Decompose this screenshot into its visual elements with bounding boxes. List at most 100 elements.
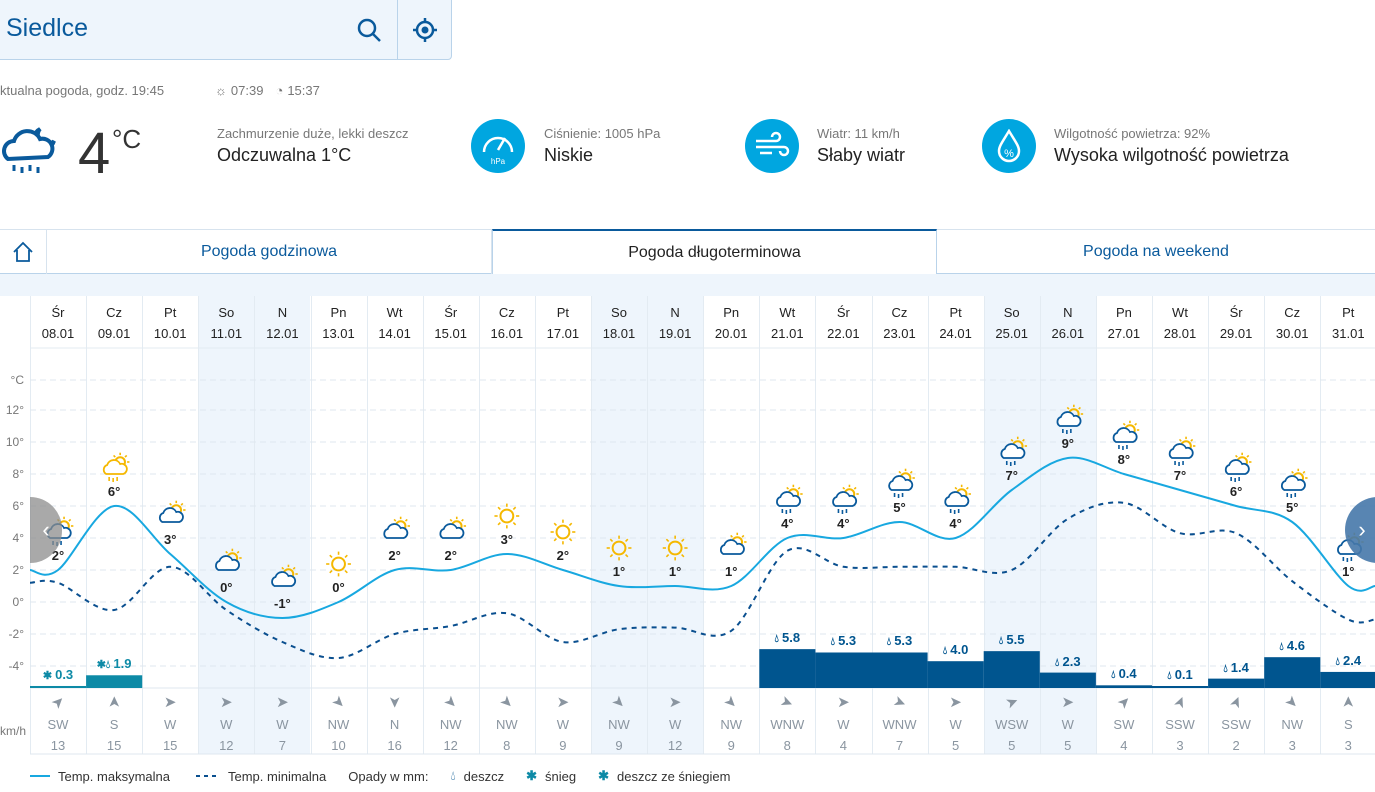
day-date: 29.01: [1219, 326, 1253, 341]
wind-arrow-icon: ➤: [220, 694, 233, 711]
rain-sun-icon: [1000, 436, 1028, 466]
day-column: [927, 296, 984, 754]
humidity-value: Wysoka wilgotność powietrza: [1054, 145, 1289, 165]
precip-bar: [815, 652, 872, 688]
search-box[interactable]: [0, 0, 452, 60]
day-name: Cz: [891, 305, 908, 320]
wind-arrow-icon: ➤: [837, 694, 850, 711]
precip-label: 💧︎ 5.8: [759, 630, 815, 646]
sun-snow-icon: [102, 452, 130, 482]
day-date: 26.01: [1051, 326, 1085, 341]
max-temp-label: 3°: [500, 532, 514, 547]
crosshair-icon: [413, 18, 437, 42]
locate-button[interactable]: [397, 0, 452, 60]
day-column: [871, 296, 928, 754]
precip-value: 1.4: [1230, 659, 1249, 675]
wind-direction: NW: [608, 717, 630, 732]
y-tick: 4°: [12, 531, 24, 545]
tab-weekend[interactable]: Pogoda na weekend: [1083, 243, 1229, 260]
max-temp-label: 2°: [51, 548, 65, 563]
day-date: 25.01: [995, 326, 1028, 341]
wind-direction: W: [556, 717, 570, 732]
cloud-sun-icon: [158, 500, 186, 523]
precip-bar: [30, 685, 87, 688]
current-time-label: ktualna pogoda, godz. 19:45: [0, 83, 165, 98]
day-date: 13.01: [322, 326, 355, 341]
tab-strip: [0, 274, 1375, 296]
day-date: 20.01: [714, 326, 748, 341]
max-temp-label: 9°: [1061, 436, 1075, 451]
home-tab[interactable]: [0, 230, 47, 274]
y-tick: 12°: [5, 403, 24, 417]
rain-icon: 💧︎: [1111, 669, 1119, 682]
precip-value: 2.3: [1062, 653, 1081, 669]
rain-icon: 💧︎: [774, 633, 782, 646]
rain-icon: 💧︎: [942, 645, 951, 658]
wind-direction: W: [668, 717, 682, 732]
wind-speed: 9: [615, 738, 623, 753]
search-button[interactable]: [340, 0, 397, 60]
day-date: 21.01: [771, 326, 804, 341]
precip-label: 💧︎ 4.0: [928, 642, 984, 658]
sun-icon: [326, 551, 351, 577]
day-column: [198, 296, 255, 754]
snowflake-icon: ✱: [526, 768, 538, 783]
wind-unit: km/h: [0, 724, 27, 738]
precip-value: 0.3: [55, 666, 74, 682]
day-column: [478, 296, 535, 754]
y-tick: -2°: [8, 627, 24, 641]
max-temp-label: 1°: [1342, 564, 1355, 579]
day-column: [1320, 296, 1375, 754]
sun-icon: [494, 503, 520, 529]
day-column: [254, 296, 311, 754]
max-temp-label: 4°: [837, 516, 850, 531]
wind-direction: NW: [327, 717, 350, 732]
tab-longterm[interactable]: Pogoda długoterminowa: [492, 229, 937, 274]
precip-label: 💧︎ 0.4: [1096, 666, 1152, 682]
precip-bar: [1152, 686, 1209, 688]
wind-direction: W: [1061, 717, 1074, 732]
tab-hourly[interactable]: Pogoda godzinowa: [47, 230, 492, 274]
day-name: Wt: [1172, 305, 1188, 320]
precip-label: 💧︎ 5.3: [872, 633, 928, 649]
precip-bar: [1039, 672, 1096, 688]
precip-value: 5.3: [838, 633, 857, 649]
rain-icon: 💧︎: [1279, 641, 1287, 654]
precip-label: 💧︎ 0.1: [1152, 667, 1208, 683]
sunset-time: 15:37: [287, 83, 320, 98]
day-date: 16.01: [490, 326, 524, 341]
day-name: Pn: [330, 305, 347, 320]
rain-sun-icon: [1168, 436, 1196, 466]
max-temp-label: 6°: [107, 484, 121, 499]
precip-bar: [759, 649, 816, 688]
precip-label: 💧︎ 5.5: [984, 632, 1040, 648]
city-input[interactable]: Siedlce: [6, 14, 88, 42]
pressure-value: Niskie: [544, 145, 594, 165]
precip-value: 5.8: [781, 630, 801, 646]
snow-icon: ✱: [42, 669, 56, 682]
precip-bar: [927, 661, 984, 688]
max-temp-label: 8°: [1117, 452, 1131, 467]
humidity-icon: %: [982, 119, 1036, 173]
day-date: 22.01: [827, 326, 860, 341]
precip-value: 0.4: [1118, 666, 1137, 682]
precip-value: 5.3: [894, 633, 913, 649]
day-column: [534, 296, 591, 754]
day-column: [647, 296, 704, 754]
precip-bar: [871, 652, 928, 688]
precip-bar: [1320, 671, 1375, 688]
sun-icon: [662, 535, 688, 561]
day-column: [759, 296, 815, 754]
cloud-moon-rain-icon: [2, 127, 56, 173]
day-column: [1095, 296, 1152, 754]
y-tick: 8°: [12, 467, 24, 481]
day-date: 10.01: [153, 326, 187, 341]
min-line-swatch: [195, 775, 220, 777]
wind-speed: 10: [331, 738, 346, 753]
wind-icon: [745, 119, 799, 173]
wind-speed: 15: [162, 738, 178, 753]
wind-speed: 7: [895, 738, 904, 753]
day-date: 19.01: [658, 326, 692, 341]
precip-label: 💧︎ 2.4: [1320, 653, 1375, 669]
rain-icon: 💧︎: [830, 636, 839, 649]
